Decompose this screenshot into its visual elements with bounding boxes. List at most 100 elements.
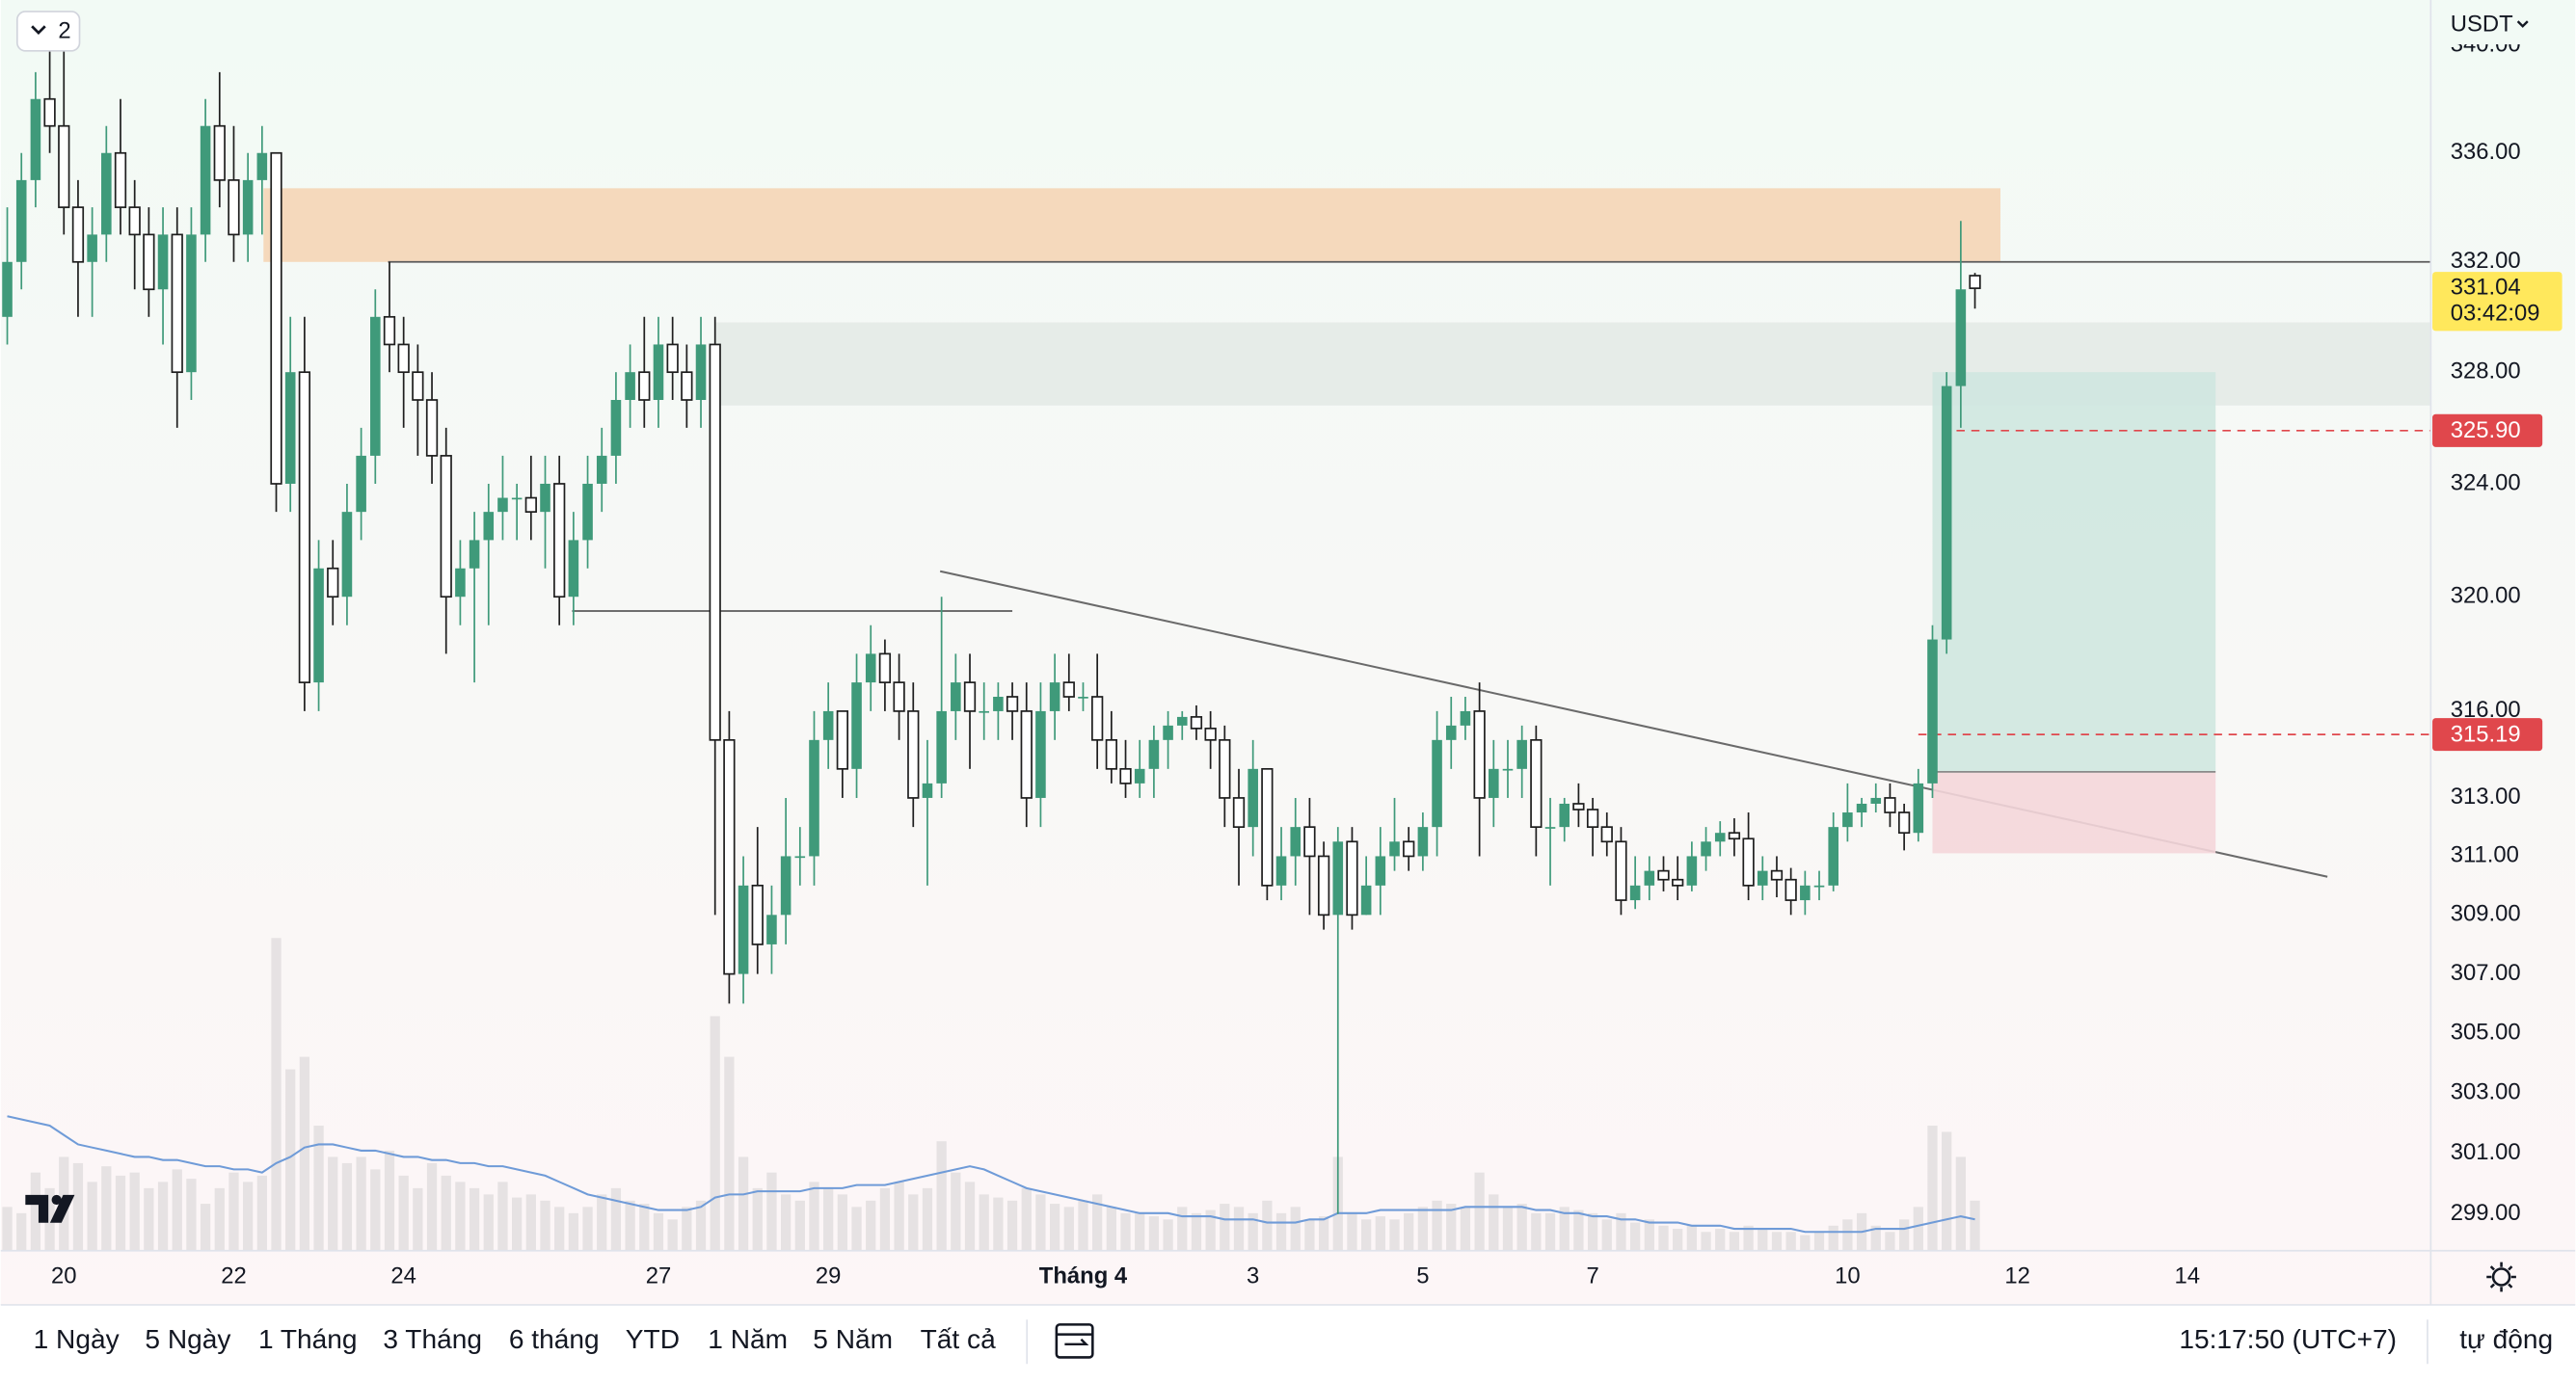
candle-body	[327, 567, 339, 598]
range-button[interactable]: 5 Năm	[813, 1324, 893, 1354]
candle-body	[1572, 803, 1585, 811]
volume-bar	[1842, 1219, 1853, 1251]
candle-body	[540, 483, 550, 513]
position-loss	[1932, 771, 2216, 854]
range-button[interactable]: 5 Ngày	[145, 1324, 230, 1354]
candles-layer	[2, 45, 1981, 1214]
candle-body	[1006, 696, 1019, 712]
volume-bar	[1404, 1212, 1414, 1251]
volume-bar	[271, 938, 282, 1251]
volume-bar	[16, 1212, 27, 1251]
candle-body	[87, 234, 97, 262]
volume-bar	[1233, 1207, 1245, 1251]
volume-bar	[1262, 1200, 1273, 1251]
volume-bar	[908, 1194, 919, 1251]
candle-body	[1204, 728, 1217, 741]
currency-selector[interactable]: USDT	[2433, 5, 2572, 44]
candle-body	[1742, 837, 1755, 887]
volume-bar	[837, 1194, 847, 1251]
candle-body	[1502, 768, 1514, 771]
volume-bar	[313, 1125, 324, 1251]
candle-body	[71, 206, 85, 263]
volume-bar	[256, 1175, 267, 1251]
y-tick-label: 303.00	[2451, 1079, 2521, 1105]
candle-body	[469, 540, 480, 569]
range-button[interactable]: 1 Tháng	[258, 1324, 358, 1354]
candle-body	[993, 697, 1004, 711]
candle-body	[524, 496, 537, 513]
volume-bar	[964, 1182, 976, 1251]
candle-body	[610, 399, 622, 456]
settings-icon[interactable]	[2486, 1262, 2516, 1292]
x-tick-label: 12	[2004, 1262, 2030, 1289]
range-button[interactable]: 3 Tháng	[383, 1324, 482, 1354]
range-button[interactable]: 1 Ngày	[34, 1324, 120, 1354]
volume-bar	[1191, 1212, 1202, 1251]
candle-body	[1190, 716, 1203, 730]
candle-body	[1884, 797, 1896, 813]
tradingview-logo	[25, 1194, 75, 1223]
candle-body	[58, 124, 70, 208]
interval-badge[interactable]: 2	[15, 11, 81, 52]
volume-bar	[979, 1194, 989, 1251]
candle-body	[213, 124, 226, 181]
interval-badge-text: 2	[58, 18, 70, 44]
candle-body	[1657, 869, 1670, 881]
y-tick-label: 324.00	[2451, 469, 2521, 495]
volume-bar	[1389, 1219, 1400, 1251]
volume-bar	[243, 1182, 254, 1251]
candle-body	[1897, 811, 1911, 835]
volume-bar	[993, 1197, 1004, 1251]
candle-body	[596, 455, 607, 484]
candle-body	[1701, 841, 1711, 857]
volume-layer	[2, 938, 1980, 1251]
volume-bar	[115, 1175, 126, 1251]
scale-mode[interactable]: tự động	[2459, 1324, 2553, 1354]
volume-bar	[356, 1156, 366, 1251]
volume-bar	[200, 1204, 211, 1251]
candle-body	[1049, 682, 1060, 711]
candle-body	[794, 856, 806, 859]
clock[interactable]: 15:17:50 (UTC+7)	[2179, 1324, 2397, 1354]
volume-bar	[1870, 1225, 1881, 1251]
candle-body	[341, 512, 353, 598]
range-button[interactable]: Tất cả	[921, 1324, 996, 1354]
candle-body	[1784, 878, 1797, 901]
volume-bar	[922, 1187, 933, 1251]
x-tick-label: 27	[646, 1262, 672, 1289]
candle-body	[1728, 832, 1741, 840]
candle-body	[143, 233, 155, 291]
volume-bar	[1502, 1207, 1514, 1251]
candle-body	[298, 371, 311, 683]
candle-body	[186, 234, 197, 373]
candle-body	[1105, 738, 1117, 770]
candle-body	[1232, 797, 1246, 828]
candle-body	[1290, 827, 1301, 857]
y-tick-label: 320.00	[2451, 583, 2521, 609]
volume-bar	[1771, 1232, 1783, 1251]
volume-bar	[1927, 1125, 1938, 1251]
candle-body	[1062, 681, 1075, 698]
volume-bar	[1813, 1232, 1825, 1251]
volume-bar	[1885, 1232, 1895, 1251]
date-range-button[interactable]	[1055, 1323, 1094, 1359]
candle-body	[1332, 841, 1344, 916]
candle-body	[653, 344, 664, 400]
candle-body	[1317, 855, 1330, 917]
candle-body	[200, 125, 211, 235]
volume-bar	[1729, 1232, 1740, 1251]
candle-body	[1035, 710, 1046, 798]
candle-body	[483, 512, 495, 541]
candle-body	[766, 915, 777, 944]
x-tick-label: 24	[390, 1262, 416, 1289]
range-button[interactable]: 6 tháng	[509, 1324, 600, 1354]
candle-body	[425, 399, 439, 457]
candle-body	[1800, 885, 1811, 901]
range-button[interactable]: YTD	[626, 1324, 680, 1354]
level-label: 315.19	[2451, 721, 2521, 747]
x-tick-label: Tháng 4	[1039, 1262, 1128, 1289]
candle-body	[1586, 809, 1599, 828]
range-button[interactable]: 1 Năm	[708, 1324, 788, 1354]
volume-bar	[1318, 1216, 1329, 1251]
